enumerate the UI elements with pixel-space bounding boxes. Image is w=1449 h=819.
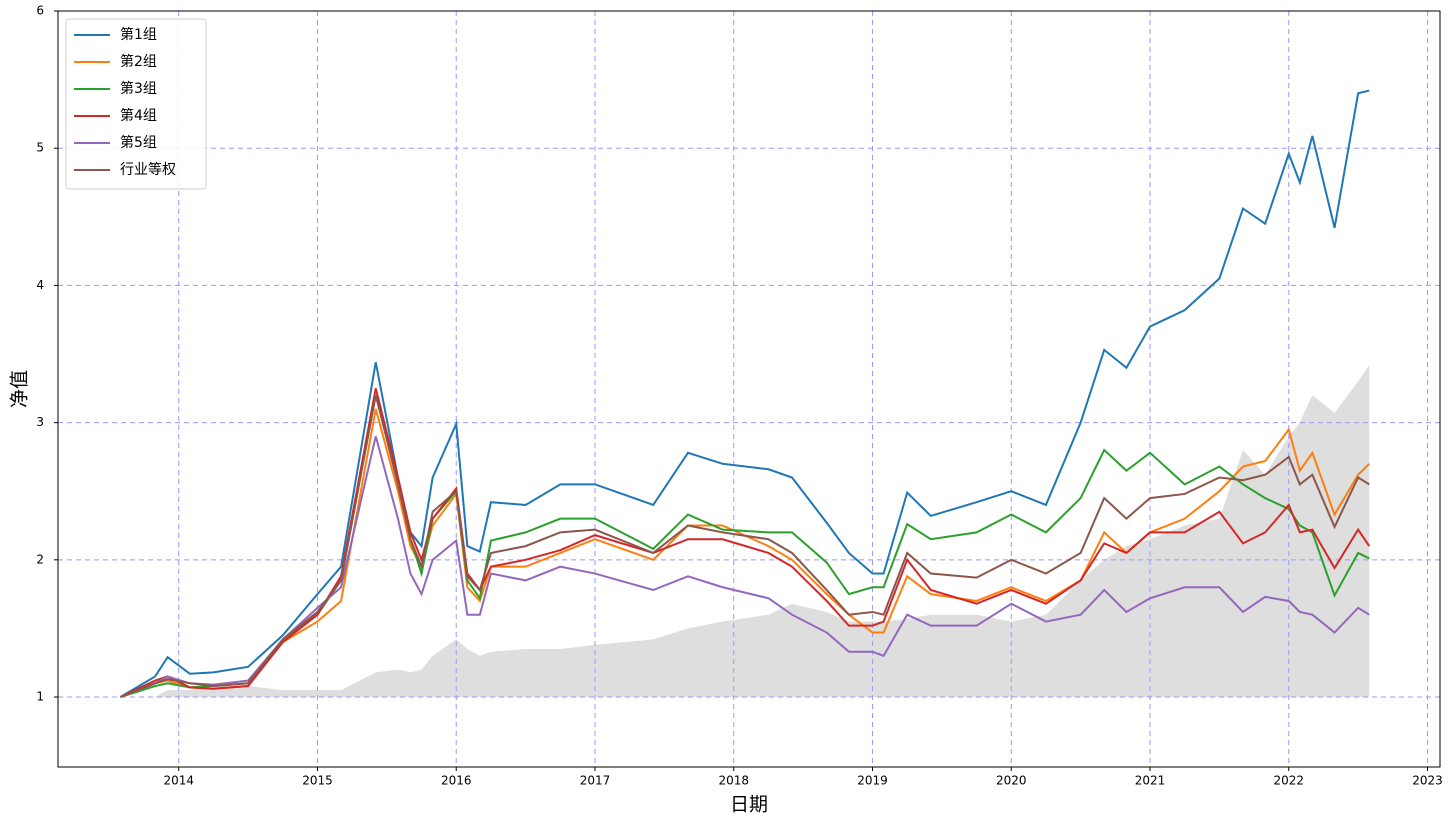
series-line [120, 394, 1370, 698]
x-axis-label: 日期 [730, 794, 768, 816]
series-line [120, 436, 1370, 698]
y-axis-label: 净值 [9, 370, 31, 408]
y-tick-label: 3 [36, 415, 44, 429]
x-tick-label: 2014 [163, 774, 194, 788]
legend-label: 第2组 [120, 53, 157, 70]
x-tick-label: 2017 [580, 774, 611, 788]
legend-label: 第5组 [120, 134, 157, 151]
x-tick-label: 2016 [441, 774, 472, 788]
x-tick-label: 2022 [1273, 774, 1304, 788]
legend-label: 第1组 [120, 26, 157, 43]
legend-label: 第4组 [120, 107, 157, 124]
y-tick-label: 5 [36, 141, 44, 155]
y-tick-label: 2 [36, 552, 44, 566]
legend-label: 第3组 [120, 80, 157, 97]
series-line [119, 89, 1370, 698]
x-tick-label: 2019 [857, 774, 888, 788]
x-tick-label: 2020 [996, 774, 1027, 788]
y-tick-label: 1 [36, 690, 44, 704]
x-tick-label: 2015 [302, 774, 333, 788]
x-tick-label: 2018 [718, 774, 749, 788]
series-line [120, 408, 1370, 698]
x-tick-label: 2023 [1412, 774, 1443, 788]
y-tick-label: 4 [36, 278, 44, 292]
plot-frame [57, 10, 1441, 768]
y-tick-label: 6 [36, 4, 44, 18]
x-tick-label: 2021 [1135, 774, 1166, 788]
legend-label: 行业等权 [120, 161, 176, 178]
area [120, 364, 1370, 698]
